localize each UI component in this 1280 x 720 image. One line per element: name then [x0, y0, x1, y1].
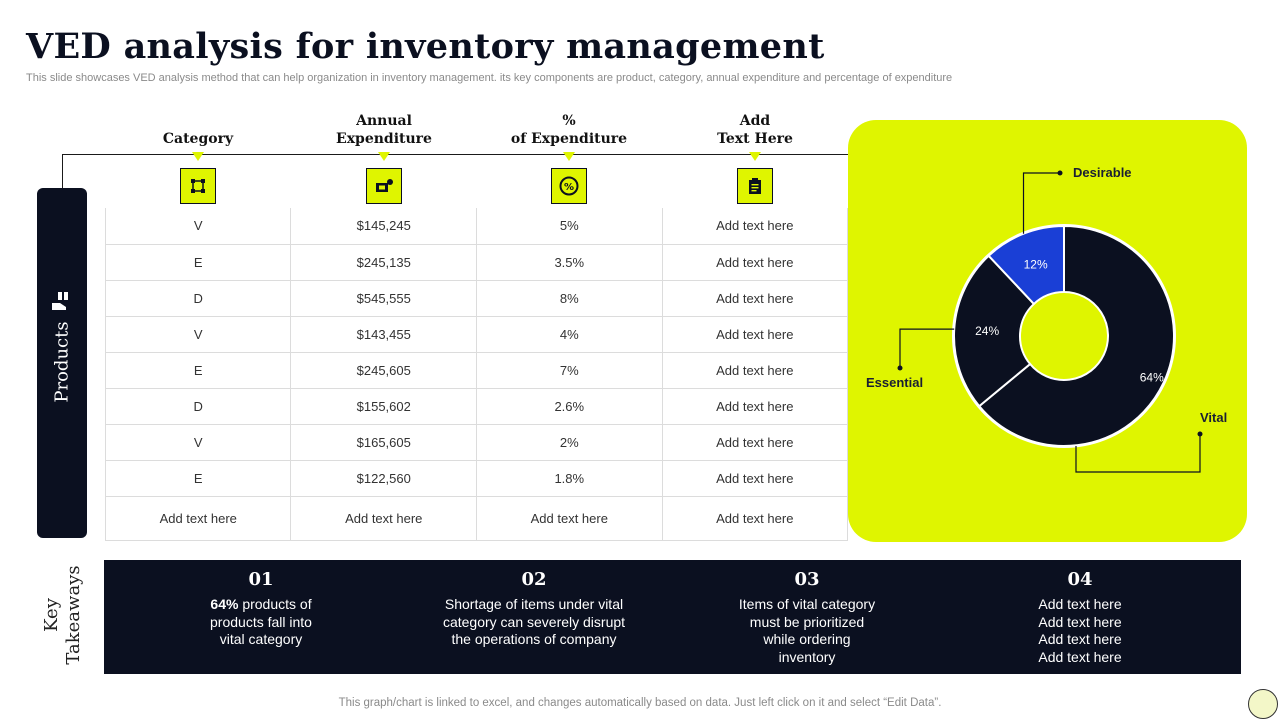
column-header-annual-expenditure: Annual Expenditure	[336, 113, 432, 147]
callout-label-essential: Essential	[866, 375, 923, 390]
table-cell: $145,245	[290, 208, 478, 245]
column-pointer	[192, 152, 204, 161]
table-cell: $165,605	[290, 424, 478, 461]
clipboard-icon	[737, 168, 773, 204]
table-cell: Add text here	[662, 388, 849, 425]
table-cell: 4%	[476, 316, 663, 353]
donut-chart: 64% 24% 12% Vital Essential Desirable	[866, 165, 1227, 473]
money-icon	[366, 168, 402, 204]
table-cell: $143,455	[290, 316, 478, 353]
table-cell: $545,555	[290, 280, 478, 317]
donut-chart-panel: 64% 24% 12% Vital Essential Desirable	[848, 120, 1247, 542]
table-cell: $155,602	[290, 388, 478, 425]
table-cell: E	[104, 352, 292, 389]
table-cell: Add text here	[662, 496, 849, 541]
callout-dot	[897, 365, 903, 371]
table-cell: 7%	[476, 352, 663, 389]
column-header-add-text: Add Text Here	[717, 113, 793, 147]
table-cell: Add text here	[476, 496, 663, 541]
page-title: VED analysis for inventory management	[26, 26, 825, 67]
footer-note: This graph/chart is linked to excel, and…	[338, 697, 942, 709]
table-cell: 2.6%	[476, 388, 663, 425]
table-cell: $245,605	[290, 352, 478, 389]
takeaway-item: 04 Add text here Add text here Add text …	[1038, 569, 1122, 665]
table-cell: Add text here	[662, 424, 849, 461]
table-row: V $145,245 5% Add text here	[104, 208, 849, 245]
takeaway-item: 02 Shortage of items under vital categor…	[442, 569, 626, 647]
gift-hand-icon	[50, 288, 74, 317]
table-cell: 3.5%	[476, 244, 663, 281]
header-connector-line	[62, 154, 848, 155]
table-cell: Add text here	[104, 496, 292, 541]
table-row: E $245,605 7% Add text here	[104, 352, 849, 389]
callout-dot	[1197, 431, 1203, 437]
column-header-category: Category	[162, 131, 234, 147]
column-pointer	[378, 152, 390, 161]
table-row: Add text here Add text here Add text here A…	[104, 496, 849, 541]
table-row: D $545,555 8% Add text here	[104, 280, 849, 317]
callout-line	[899, 328, 955, 368]
table-cell: $245,135	[290, 244, 478, 281]
callout-line	[1022, 172, 1060, 234]
column-pointer	[563, 152, 575, 161]
table-cell: Add text here	[662, 208, 849, 245]
donut-slice-desirable	[987, 224, 1065, 306]
table-row: E $122,560 1.8% Add text here	[104, 460, 849, 497]
column-pointer	[749, 152, 761, 161]
column-header-percent-expenditure: % of Expenditure	[510, 113, 628, 147]
ved-table: V $145,245 5% Add text here E $245,135 3.5% Add…	[104, 208, 849, 541]
table-cell: $122,560	[290, 460, 478, 497]
callout-dot	[1057, 170, 1063, 176]
donut-outline	[952, 224, 1176, 448]
table-row: D $155,602 2.6% Add text here	[104, 388, 849, 425]
table-cell: Add text here	[662, 244, 849, 281]
takeaway-item: 03 Items of vital category must be prior…	[738, 569, 876, 665]
table-cell: 8%	[476, 280, 663, 317]
donut-value-label: 12%	[1024, 257, 1048, 271]
callout-label-desirable: Desirable	[1073, 165, 1132, 180]
table-cell: E	[104, 244, 292, 281]
table-cell: Add text here	[662, 352, 849, 389]
table-cell: Add text here	[662, 280, 849, 317]
products-label: Products	[51, 321, 73, 403]
table-cell: 5%	[476, 208, 663, 245]
table-cell: D	[104, 280, 292, 317]
table-cell: D	[104, 388, 292, 425]
corner-circle[interactable]	[1248, 689, 1278, 719]
table-cell: V	[104, 424, 292, 461]
key-takeaways-label: Key Takeaways	[41, 565, 84, 665]
table-cell: 1.8%	[476, 460, 663, 497]
table-cell: V	[104, 316, 292, 353]
callout-line	[1075, 434, 1201, 473]
donut-slice-vital	[977, 224, 1175, 447]
table-cell: Add text here	[290, 496, 478, 541]
table-row: E $245,135 3.5% Add text here	[104, 244, 849, 281]
products-sidebar	[37, 188, 87, 538]
svg-text:%: %	[564, 182, 574, 193]
table-cell: Add text here	[662, 460, 849, 497]
key-takeaways-bar	[104, 560, 1241, 674]
table-cell: Add text here	[662, 316, 849, 353]
percent-icon: %	[551, 168, 587, 204]
table-cell: V	[104, 208, 292, 245]
table-row: V $143,455 4% Add text here	[104, 316, 849, 353]
takeaway-item: 01 64% products of products fall into vi…	[210, 569, 312, 647]
header-connector-drop	[62, 154, 63, 188]
donut-value-label: 64%	[1140, 370, 1164, 384]
page-subtitle: This slide showcases VED analysis method…	[26, 72, 953, 84]
donut-value-label: 24%	[975, 324, 999, 338]
donut-slice-essential	[953, 254, 1036, 408]
table-cell: E	[104, 460, 292, 497]
table-row: V $165,605 2% Add text here	[104, 424, 849, 461]
callout-label-vital: Vital	[1200, 410, 1227, 425]
table-cell: 2%	[476, 424, 663, 461]
network-icon	[180, 168, 216, 204]
